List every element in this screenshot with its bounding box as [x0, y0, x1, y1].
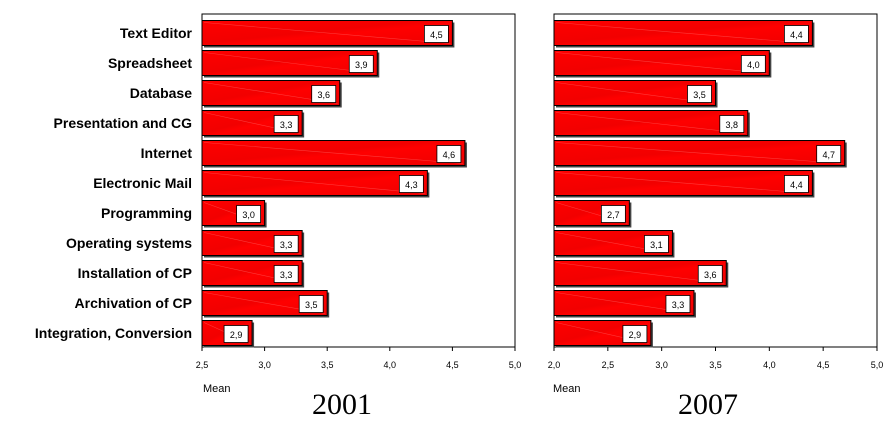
data-label-box	[348, 55, 374, 73]
data-label-box	[273, 265, 299, 283]
data-label-box	[644, 235, 669, 253]
chart-title: 2007	[678, 388, 738, 421]
bar-highlight	[555, 22, 811, 44]
x-tick-label: 3,5	[709, 360, 722, 370]
category-label: Spreadsheet	[108, 55, 192, 71]
x-tick-label: 2,0	[548, 360, 561, 370]
category-label: Programming	[101, 205, 192, 221]
x-tick-label: 3,5	[321, 360, 334, 370]
category-label: Electronic Mail	[93, 175, 192, 191]
data-label: 4,7	[822, 150, 835, 160]
data-label-box	[311, 85, 337, 103]
data-label: 3,1	[650, 240, 663, 250]
data-label-box	[784, 25, 809, 43]
data-label: 4,4	[790, 180, 803, 190]
data-label-box	[398, 175, 424, 193]
bar-highlight	[555, 172, 811, 194]
chart-panel-2007: 4,4 4,0 3,5 3,8 4,7 4,4 2,7 3,1 3,6 3,3 2,9 2,0 2,5 3…	[548, 13, 884, 421]
data-label: 2,9	[629, 330, 642, 340]
data-label-box	[740, 55, 766, 73]
data-label: 4,5	[430, 30, 443, 40]
bar-highlight	[555, 262, 725, 284]
data-label: 3,5	[305, 300, 318, 310]
category-labels: Text Editor Spreadsheet Database Presentati…	[35, 25, 193, 341]
bar-highlight	[555, 142, 843, 164]
data-label-box	[273, 115, 299, 133]
category-label: Archivation of CP	[75, 295, 192, 311]
data-label: 2,7	[607, 210, 620, 220]
data-label: 4,4	[790, 30, 803, 40]
data-label: 3,0	[242, 210, 255, 220]
data-label-box	[236, 205, 262, 223]
data-label: 3,3	[280, 120, 293, 130]
bar-highlight	[555, 52, 768, 74]
data-label-box	[223, 325, 249, 343]
x-tick-label: 4,5	[817, 360, 830, 370]
bar	[553, 110, 749, 136]
category-label: Database	[130, 85, 192, 101]
data-label: 3,6	[317, 90, 330, 100]
data-label: 3,5	[693, 90, 706, 100]
category-label: Installation of CP	[78, 265, 192, 281]
data-label: 4,0	[747, 60, 760, 70]
category-label: Presentation and CG	[54, 115, 193, 131]
data-label: 3,3	[280, 270, 293, 280]
x-tick-label: 5,0	[871, 360, 884, 370]
bar	[201, 170, 428, 196]
x-axis-label: Mean	[203, 383, 231, 395]
category-label: Text Editor	[120, 25, 193, 41]
category-label: Integration, Conversion	[35, 325, 192, 341]
data-label: 3,3	[280, 240, 293, 250]
bar-highlight	[203, 142, 463, 164]
data-label: 4,6	[443, 150, 456, 160]
data-label-box	[665, 295, 691, 313]
x-tick-label: 2,5	[196, 360, 209, 370]
x-tick-label: 4,5	[446, 360, 459, 370]
data-label-box	[622, 325, 648, 343]
bar-highlight	[555, 112, 746, 134]
data-label-box	[298, 295, 324, 313]
x-tick-label: 3,0	[258, 360, 271, 370]
data-label: 4,3	[405, 180, 418, 190]
bar-highlight	[203, 52, 376, 74]
data-label: 3,9	[355, 60, 368, 70]
data-label: 3,6	[704, 270, 717, 280]
x-tick-label: 2,5	[602, 360, 615, 370]
category-label: Operating systems	[66, 235, 192, 251]
data-label: 3,8	[726, 120, 739, 130]
x-tick-label: 5,0	[509, 360, 522, 370]
data-label-box	[719, 115, 745, 133]
chart-panel-2001: 4,5 3,9 3,6 3,3 4,6 4,3 3,0 3,3 3,3 3,5 2,9 2,5 3,0 3…	[196, 13, 522, 421]
x-tick-label: 4,0	[384, 360, 397, 370]
category-label: Internet	[141, 145, 193, 161]
data-label-box	[600, 205, 626, 223]
data-label-box	[687, 85, 712, 103]
data-label-box	[697, 265, 723, 283]
data-label-box	[436, 145, 462, 163]
x-tick-label: 4,0	[763, 360, 776, 370]
data-label-box	[423, 25, 449, 43]
data-label-box	[816, 145, 842, 163]
bar-highlight	[203, 22, 451, 44]
data-label: 3,3	[672, 300, 685, 310]
x-axis-label: Mean	[553, 383, 581, 395]
data-label-box	[273, 235, 299, 253]
chart-title: 2001	[312, 388, 372, 421]
data-label-box	[784, 175, 809, 193]
data-label: 2,9	[230, 330, 243, 340]
bar-highlight	[203, 172, 426, 194]
x-tick-label: 3,0	[655, 360, 668, 370]
